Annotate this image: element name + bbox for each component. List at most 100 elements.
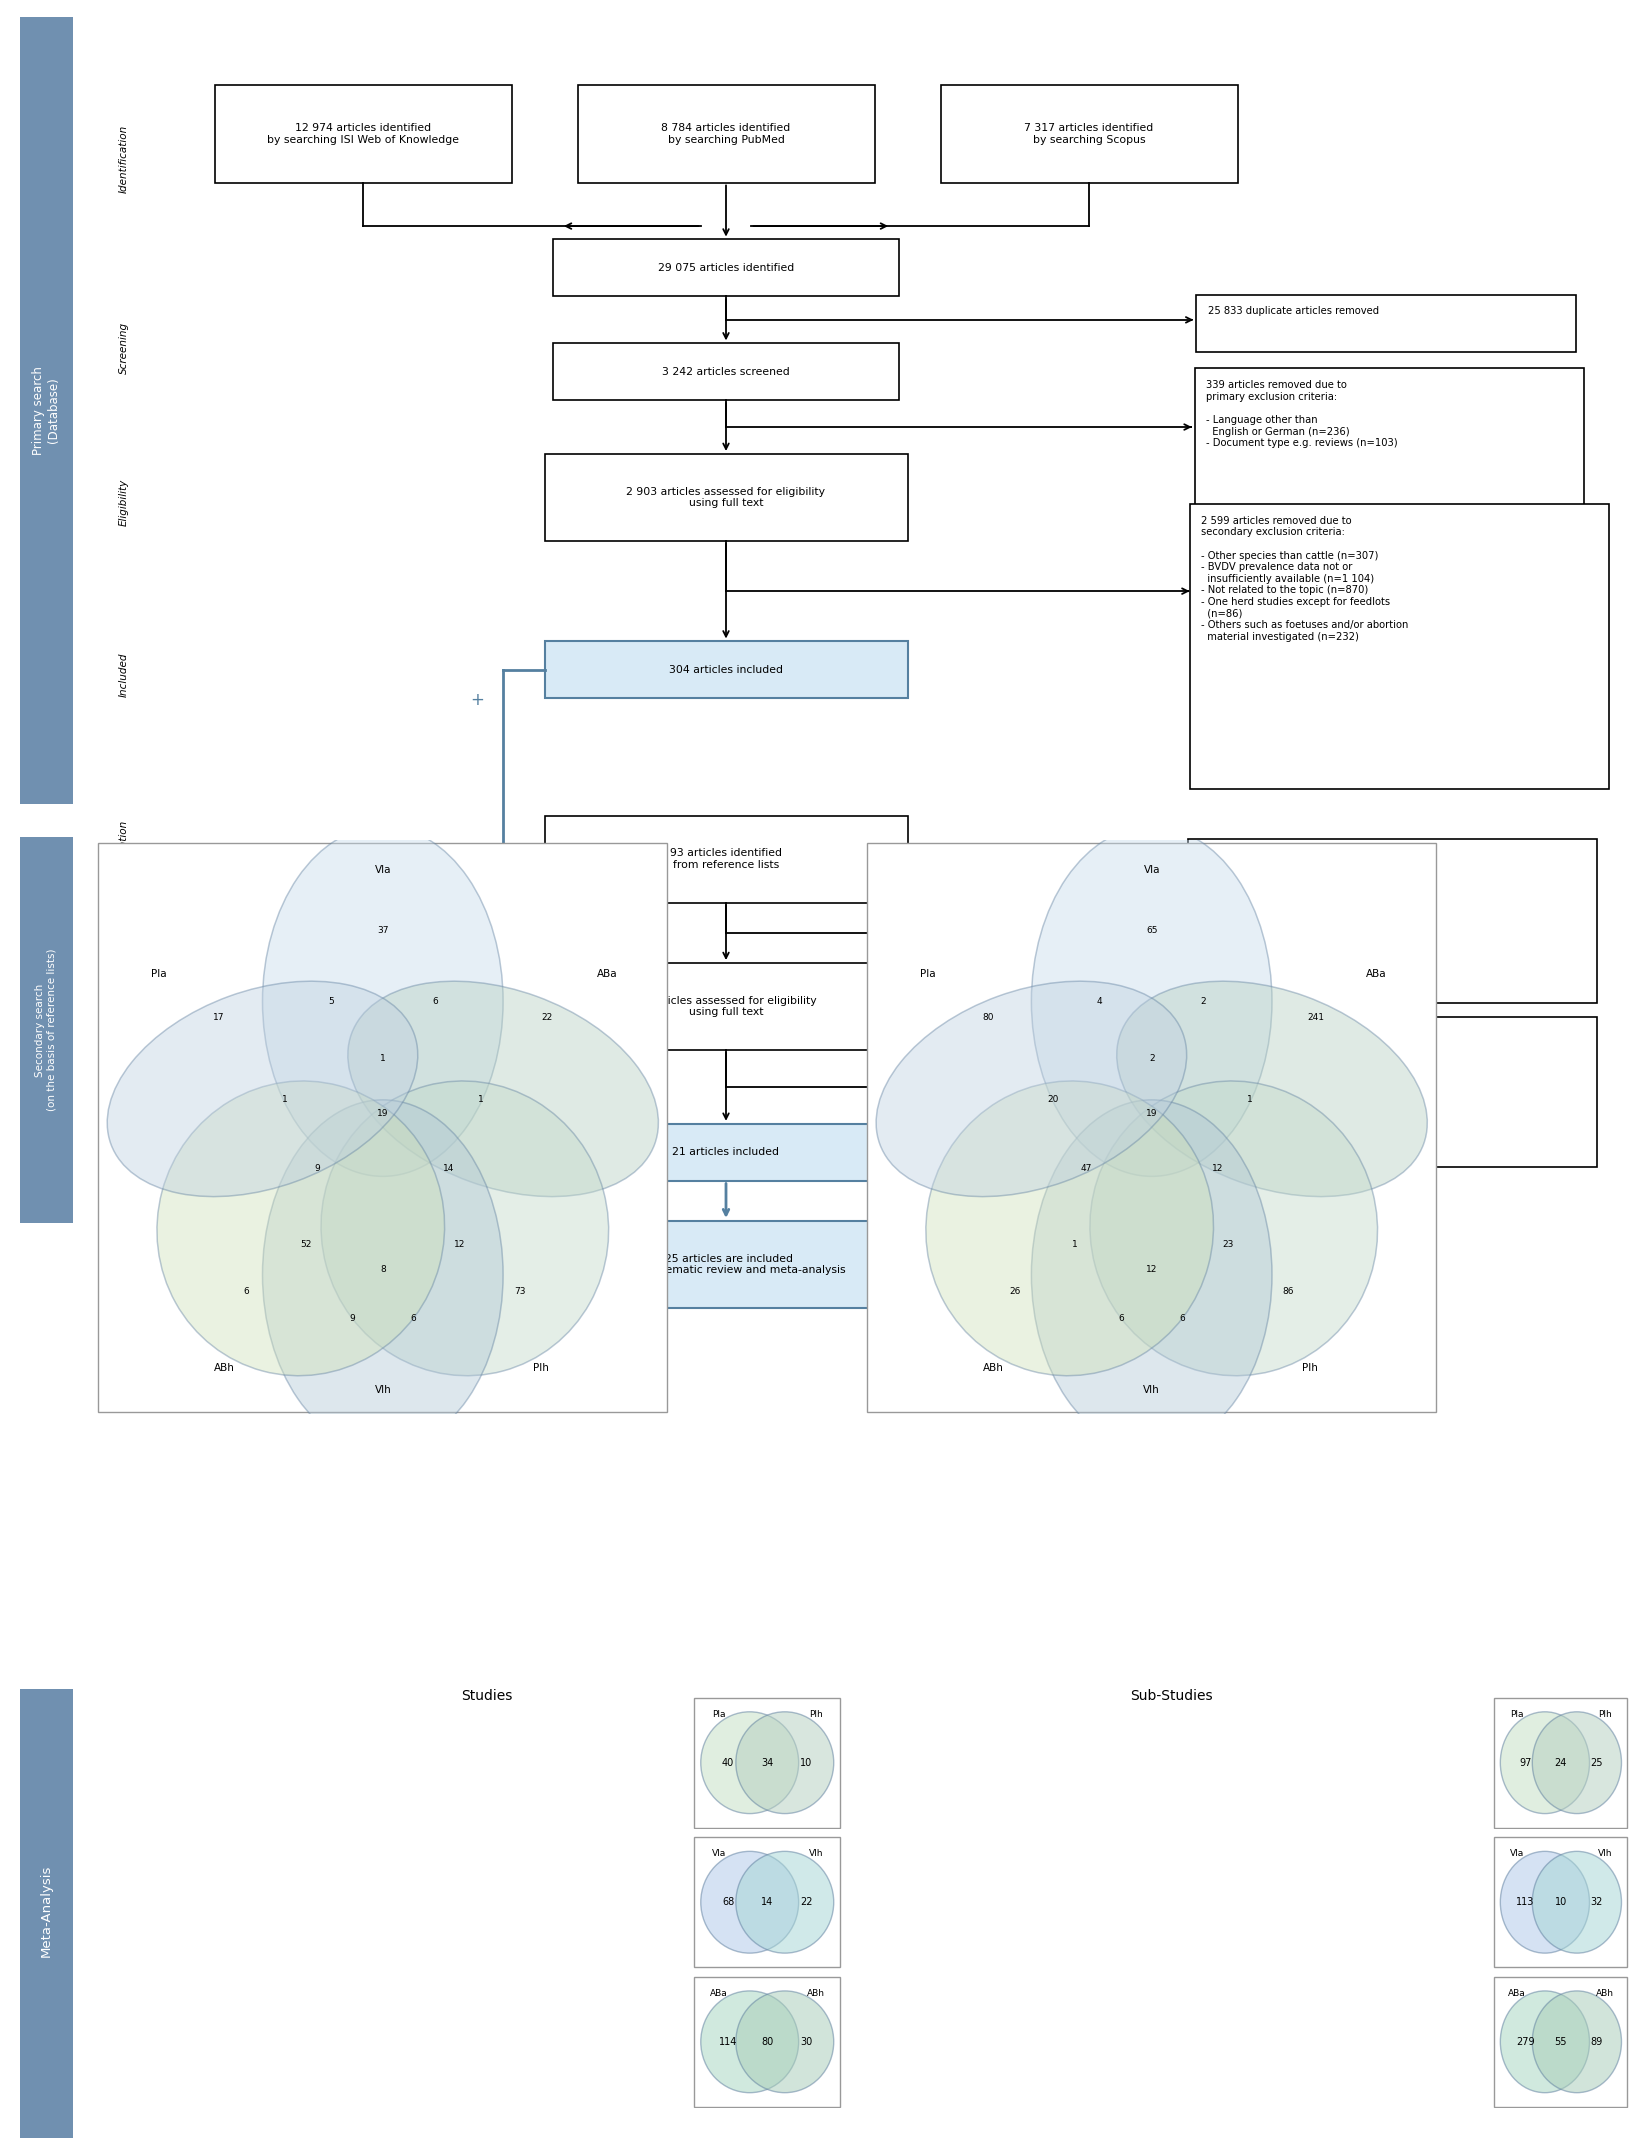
Text: 24: 24 xyxy=(1554,1758,1568,1767)
Text: 21 articles included: 21 articles included xyxy=(673,1146,779,1157)
Text: 10: 10 xyxy=(1554,1898,1568,1907)
Text: Eligibility: Eligibility xyxy=(119,985,129,1033)
Text: ABa: ABa xyxy=(710,1988,728,1997)
Text: Screening: Screening xyxy=(119,322,129,374)
Ellipse shape xyxy=(157,1080,444,1376)
Text: 1: 1 xyxy=(1247,1095,1252,1104)
Text: PIa: PIa xyxy=(711,1709,726,1718)
FancyBboxPatch shape xyxy=(20,837,73,1222)
Text: VIa: VIa xyxy=(1143,865,1160,876)
Text: 32: 32 xyxy=(1591,1898,1602,1907)
Text: Included: Included xyxy=(119,1129,129,1174)
Ellipse shape xyxy=(107,981,417,1196)
FancyBboxPatch shape xyxy=(578,86,874,182)
Text: VIh: VIh xyxy=(1143,1385,1160,1396)
Text: 113: 113 xyxy=(1516,1898,1535,1907)
Text: 304 articles included: 304 articles included xyxy=(668,666,784,674)
FancyBboxPatch shape xyxy=(214,86,512,182)
Text: 22: 22 xyxy=(800,1898,813,1907)
Text: +: + xyxy=(470,691,483,709)
Text: 73: 73 xyxy=(513,1286,525,1297)
Text: +: + xyxy=(470,1172,483,1192)
Text: 68: 68 xyxy=(723,1898,734,1907)
Text: 40: 40 xyxy=(723,1758,734,1767)
FancyBboxPatch shape xyxy=(695,1977,840,2106)
FancyBboxPatch shape xyxy=(1196,294,1576,352)
Ellipse shape xyxy=(348,981,658,1196)
FancyBboxPatch shape xyxy=(868,844,1436,1411)
Ellipse shape xyxy=(1091,1080,1378,1376)
Text: 114: 114 xyxy=(719,2038,738,2046)
FancyBboxPatch shape xyxy=(1190,505,1609,788)
Ellipse shape xyxy=(1533,1711,1622,1814)
FancyBboxPatch shape xyxy=(695,1698,840,1827)
Text: 1: 1 xyxy=(478,1095,483,1104)
Ellipse shape xyxy=(1533,1990,1622,2093)
Text: 14: 14 xyxy=(442,1164,454,1172)
Ellipse shape xyxy=(262,827,503,1177)
Text: 5: 5 xyxy=(328,996,333,1007)
Ellipse shape xyxy=(1117,981,1427,1196)
Text: 25 833 duplicate articles removed: 25 833 duplicate articles removed xyxy=(1208,307,1379,316)
Text: PIh: PIh xyxy=(1599,1709,1612,1718)
Text: 93 articles identified
from reference lists: 93 articles identified from reference li… xyxy=(670,848,782,870)
Text: VIa: VIa xyxy=(375,865,391,876)
Text: VIh: VIh xyxy=(375,1385,391,1396)
Text: 64 articles assessed for eligibility
using full text: 64 articles assessed for eligibility usi… xyxy=(635,996,817,1018)
FancyBboxPatch shape xyxy=(553,240,899,296)
Text: 34: 34 xyxy=(761,1758,774,1767)
FancyBboxPatch shape xyxy=(544,453,908,541)
Ellipse shape xyxy=(322,1080,609,1376)
Text: 86: 86 xyxy=(1282,1286,1294,1297)
Text: 10: 10 xyxy=(800,1758,812,1767)
Ellipse shape xyxy=(736,1711,833,1814)
Text: 241: 241 xyxy=(1307,1013,1325,1022)
Text: ABh: ABh xyxy=(214,1363,234,1372)
FancyBboxPatch shape xyxy=(1495,1698,1627,1827)
Text: Meta-Analysis: Meta-Analysis xyxy=(40,1864,53,1958)
Text: Eligibility: Eligibility xyxy=(119,479,129,526)
Text: PIh: PIh xyxy=(808,1709,823,1718)
Text: 43 articles removed due to
secondary exclusion criteria:

- BVDV prevalence data: 43 articles removed due to secondary exc… xyxy=(1200,1028,1356,1097)
Ellipse shape xyxy=(1500,1990,1589,2093)
Text: VIa: VIa xyxy=(711,1849,726,1857)
Text: 12 974 articles identified
by searching ISI Web of Knowledge: 12 974 articles identified by searching … xyxy=(267,122,459,144)
Ellipse shape xyxy=(701,1990,799,2093)
Text: 12: 12 xyxy=(454,1241,465,1250)
Text: PIh: PIh xyxy=(533,1363,549,1372)
Text: 1: 1 xyxy=(380,1054,386,1063)
Text: 2 599 articles removed due to
secondary exclusion criteria:

- Other species tha: 2 599 articles removed due to secondary … xyxy=(1201,515,1409,642)
Text: 9: 9 xyxy=(314,1164,320,1172)
Text: 1: 1 xyxy=(1072,1241,1077,1250)
Text: 29 articles removed due to primary
exclusion criteria:

- Language other than
  : 29 articles removed due to primary exclu… xyxy=(1200,850,1376,919)
Ellipse shape xyxy=(701,1711,799,1814)
Text: 30: 30 xyxy=(800,2038,812,2046)
Text: 26: 26 xyxy=(1010,1286,1021,1297)
Text: 17: 17 xyxy=(213,1013,224,1022)
Ellipse shape xyxy=(876,981,1186,1196)
Text: 20: 20 xyxy=(1048,1095,1059,1104)
Text: ABh: ABh xyxy=(983,1363,1003,1372)
Text: Included: Included xyxy=(119,653,129,698)
Ellipse shape xyxy=(1031,1099,1272,1449)
FancyBboxPatch shape xyxy=(544,816,908,902)
Text: 47: 47 xyxy=(1081,1164,1092,1172)
Ellipse shape xyxy=(1500,1711,1589,1814)
Text: 9: 9 xyxy=(350,1314,356,1323)
FancyBboxPatch shape xyxy=(940,86,1238,182)
Text: ABa: ABa xyxy=(1508,1988,1526,1997)
Text: 339 articles removed due to
primary exclusion criteria:

- Language other than
 : 339 articles removed due to primary excl… xyxy=(1206,380,1398,449)
FancyBboxPatch shape xyxy=(1188,1016,1597,1168)
FancyBboxPatch shape xyxy=(1495,1838,1627,1967)
Text: 6: 6 xyxy=(409,1314,416,1323)
FancyBboxPatch shape xyxy=(553,344,899,399)
FancyBboxPatch shape xyxy=(544,962,908,1050)
Ellipse shape xyxy=(1500,1851,1589,1954)
Text: 80: 80 xyxy=(982,1013,993,1022)
Text: 325 articles are included
in this systematic review and meta-analysis: 325 articles are included in this system… xyxy=(607,1254,845,1275)
Text: ABh: ABh xyxy=(1596,1988,1614,1997)
FancyBboxPatch shape xyxy=(544,1123,908,1181)
Text: Identification: Identification xyxy=(119,125,129,193)
Text: 97: 97 xyxy=(1520,1758,1531,1767)
Text: 2 903 articles assessed for eligibility
using full text: 2 903 articles assessed for eligibility … xyxy=(627,487,825,509)
